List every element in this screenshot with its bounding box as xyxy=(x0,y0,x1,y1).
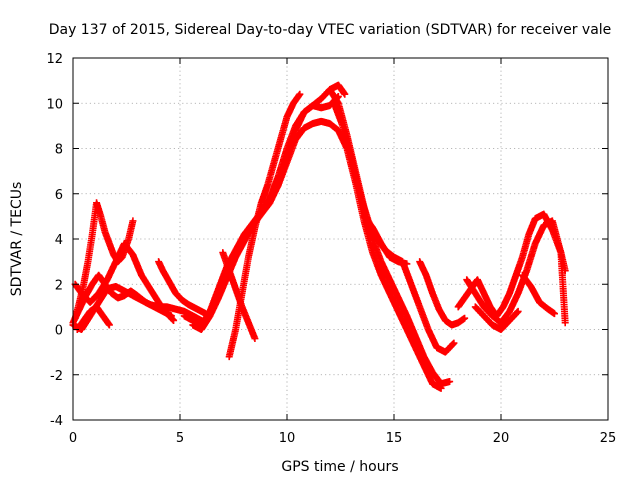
series-arc-19 xyxy=(518,271,558,318)
x-tick-label: 15 xyxy=(386,431,403,446)
y-tick-label: -4 xyxy=(50,414,63,429)
y-tick-label: 8 xyxy=(55,143,63,158)
y-axis-label: SDTVAR / TECUs xyxy=(9,182,25,297)
data-point xyxy=(170,316,178,324)
y-tick-label: 0 xyxy=(55,324,63,339)
data-point xyxy=(105,321,113,329)
y-tick-label: 4 xyxy=(55,233,63,248)
data-point xyxy=(561,319,569,327)
data-point xyxy=(251,335,259,343)
series-arc-6 xyxy=(155,258,210,318)
series-arc-14 xyxy=(360,212,411,268)
y-tick-label: 10 xyxy=(46,97,63,112)
y-tick-label: -2 xyxy=(50,369,63,384)
series-arc-11 xyxy=(219,249,259,343)
axis-ticks: 0 5 10 15 20 25 -4 -2 0 2 4 6 8 10 12 xyxy=(46,52,616,446)
series-arc-3 xyxy=(71,240,178,324)
x-tick-label: 0 xyxy=(69,431,77,446)
data-point xyxy=(461,314,469,322)
x-tick-label: 25 xyxy=(600,431,617,446)
x-axis-label: GPS time / hours xyxy=(281,459,398,475)
data-point xyxy=(296,90,304,98)
data-point xyxy=(514,307,522,315)
data-point xyxy=(551,310,558,318)
y-tick-label: 6 xyxy=(55,188,63,203)
data-point xyxy=(341,90,349,98)
series-arc-10 xyxy=(225,90,304,361)
x-tick-label: 20 xyxy=(493,431,510,446)
x-tick-label: 10 xyxy=(279,431,296,446)
data-point xyxy=(129,217,137,225)
series-arc-9 xyxy=(206,117,445,392)
data-point xyxy=(450,339,458,347)
x-tick-label: 5 xyxy=(176,431,184,446)
data-point xyxy=(403,260,411,268)
data-points xyxy=(69,81,569,392)
y-tick-label: 12 xyxy=(46,52,63,67)
series-arc-2 xyxy=(71,199,137,322)
chart-title: Day 137 of 2015, Sidereal Day-to-day VTE… xyxy=(49,22,612,38)
series-arc-15 xyxy=(416,258,469,329)
series-arc-5 xyxy=(73,303,113,333)
y-tick-label: 2 xyxy=(55,278,63,293)
data-point xyxy=(446,378,454,386)
series-arc-18 xyxy=(471,303,522,333)
